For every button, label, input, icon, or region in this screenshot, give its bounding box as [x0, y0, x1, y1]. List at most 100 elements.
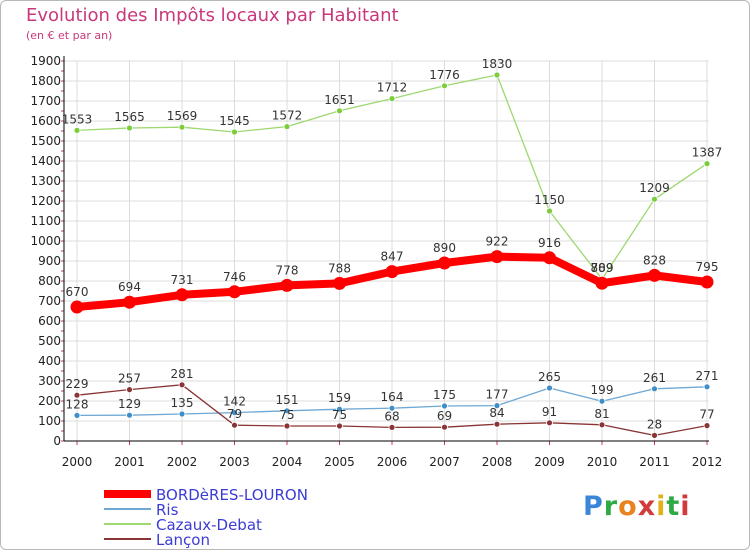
y-tick-label: 1800 [30, 74, 61, 88]
data-point-cazaux-debat [703, 160, 711, 168]
data-point-ris [598, 397, 606, 405]
chart-subtitle: (en € et par an) [26, 29, 113, 42]
data-point-lan-on [336, 422, 343, 430]
data-point-lan-on [178, 381, 186, 389]
data-point-bord-res-louron [333, 276, 346, 290]
data-label-bord-res-louron: 694 [118, 280, 141, 294]
logo-letter: i [680, 491, 691, 522]
data-point-bord-res-louron [490, 250, 504, 264]
data-point-lan-on [441, 423, 448, 431]
data-label-cazaux-debat: 1565 [114, 110, 145, 124]
data-label-ris: 151 [276, 393, 299, 407]
legend-label-lan-on: Lançon [156, 531, 210, 549]
y-tick-label: 1900 [30, 54, 61, 68]
data-point-ris [703, 383, 711, 391]
x-tick-label: 2010 [587, 455, 618, 469]
data-point-lan-on [651, 431, 658, 439]
data-label-cazaux-debat: 1209 [639, 181, 670, 195]
data-label-cazaux-debat: 1150 [534, 193, 565, 207]
logo-letter: i [656, 491, 667, 522]
data-label-cazaux-debat: 1651 [324, 93, 355, 107]
y-tick-label: 900 [38, 254, 61, 268]
data-point-ris [178, 410, 186, 418]
data-label-cazaux-debat: 1553 [62, 112, 93, 126]
data-point-cazaux-debat [651, 195, 658, 203]
data-label-bord-res-louron: 778 [276, 263, 299, 277]
data-label-bord-res-louron: 746 [223, 270, 246, 284]
data-point-lan-on [126, 386, 133, 394]
x-tick-label: 2008 [482, 455, 513, 469]
data-point-ris [126, 411, 133, 419]
y-tick-label: 800 [38, 274, 61, 288]
y-tick-label: 700 [38, 294, 61, 308]
data-label-ris: 199 [591, 383, 614, 397]
data-label-ris: 177 [486, 388, 509, 402]
data-point-bord-res-louron [280, 278, 294, 292]
x-tick-label: 2006 [377, 455, 408, 469]
data-point-lan-on [73, 391, 81, 399]
data-label-bord-res-louron: 916 [538, 236, 561, 250]
y-tick-label: 200 [38, 394, 61, 408]
data-label-bord-res-louron: 670 [66, 285, 89, 299]
data-point-ris [493, 402, 501, 410]
legend-label-ris: Ris [156, 501, 179, 519]
data-label-bord-res-louron: 847 [381, 250, 404, 264]
legend-label-cazaux-debat: Cazaux-Debat [156, 516, 262, 534]
data-point-ris [231, 409, 238, 417]
legend-label-bord-res-louron: BORDèRES-LOURON [156, 486, 308, 504]
data-label-bord-res-louron: 828 [643, 253, 666, 267]
data-point-ris [283, 407, 291, 415]
data-label-ris: 175 [433, 388, 456, 402]
data-label-ris: 128 [66, 397, 89, 411]
x-tick-label: 2000 [62, 455, 93, 469]
y-tick-label: 500 [38, 334, 61, 348]
data-point-bord-res-louron [648, 268, 661, 282]
data-label-lan-on: 79 [227, 407, 242, 421]
data-point-cazaux-debat [546, 207, 553, 215]
x-tick-label: 2003 [219, 455, 250, 469]
data-point-ris [441, 402, 448, 410]
data-label-lan-on: 75 [332, 408, 347, 422]
data-point-cazaux-debat [336, 107, 343, 115]
logo-letter: x [637, 491, 657, 522]
data-point-bord-res-louron [175, 288, 189, 302]
data-label-lan-on: 75 [279, 408, 294, 422]
y-tick-label: 1100 [30, 214, 61, 228]
data-label-lan-on: 281 [171, 367, 194, 381]
data-point-bord-res-louron [700, 275, 714, 289]
data-label-cazaux-debat: 1572 [272, 109, 303, 123]
data-label-lan-on: 229 [66, 377, 89, 391]
data-label-lan-on: 69 [437, 409, 452, 423]
logo-letter: r [603, 491, 619, 522]
data-label-ris: 135 [171, 396, 194, 410]
y-tick-label: 1700 [30, 94, 61, 108]
data-label-bord-res-louron: 731 [171, 273, 194, 287]
data-point-cazaux-debat [283, 123, 291, 130]
logo-letter: o [618, 491, 638, 522]
y-tick-label: 400 [38, 354, 61, 368]
y-tick-label: 100 [38, 414, 61, 428]
data-point-lan-on [598, 421, 606, 429]
y-tick-label: 1400 [30, 154, 61, 168]
data-label-cazaux-debat: 1545 [219, 114, 250, 128]
data-label-lan-on: 257 [118, 372, 141, 386]
data-point-ris [388, 404, 396, 412]
data-label-ris: 142 [223, 395, 246, 409]
data-label-bord-res-louron: 795 [696, 260, 719, 274]
data-label-cazaux-debat: 1830 [482, 57, 513, 71]
data-point-cazaux-debat [493, 71, 501, 79]
data-point-lan-on [546, 419, 553, 427]
data-point-bord-res-louron [123, 295, 136, 309]
proxiti-logo: Proxiti [583, 491, 691, 522]
data-point-cazaux-debat [441, 82, 448, 90]
data-point-bord-res-louron [543, 251, 556, 265]
y-tick-label: 1600 [30, 114, 61, 128]
data-point-lan-on [283, 422, 291, 430]
data-label-cazaux-debat: 1569 [167, 109, 198, 123]
chart-title: Evolution des Impôts locaux par Habitant [26, 5, 399, 26]
data-label-ris: 265 [538, 370, 561, 384]
data-label-bord-res-louron: 789 [591, 261, 614, 275]
data-label-bord-res-louron: 922 [486, 235, 509, 249]
data-point-bord-res-louron [228, 285, 241, 299]
